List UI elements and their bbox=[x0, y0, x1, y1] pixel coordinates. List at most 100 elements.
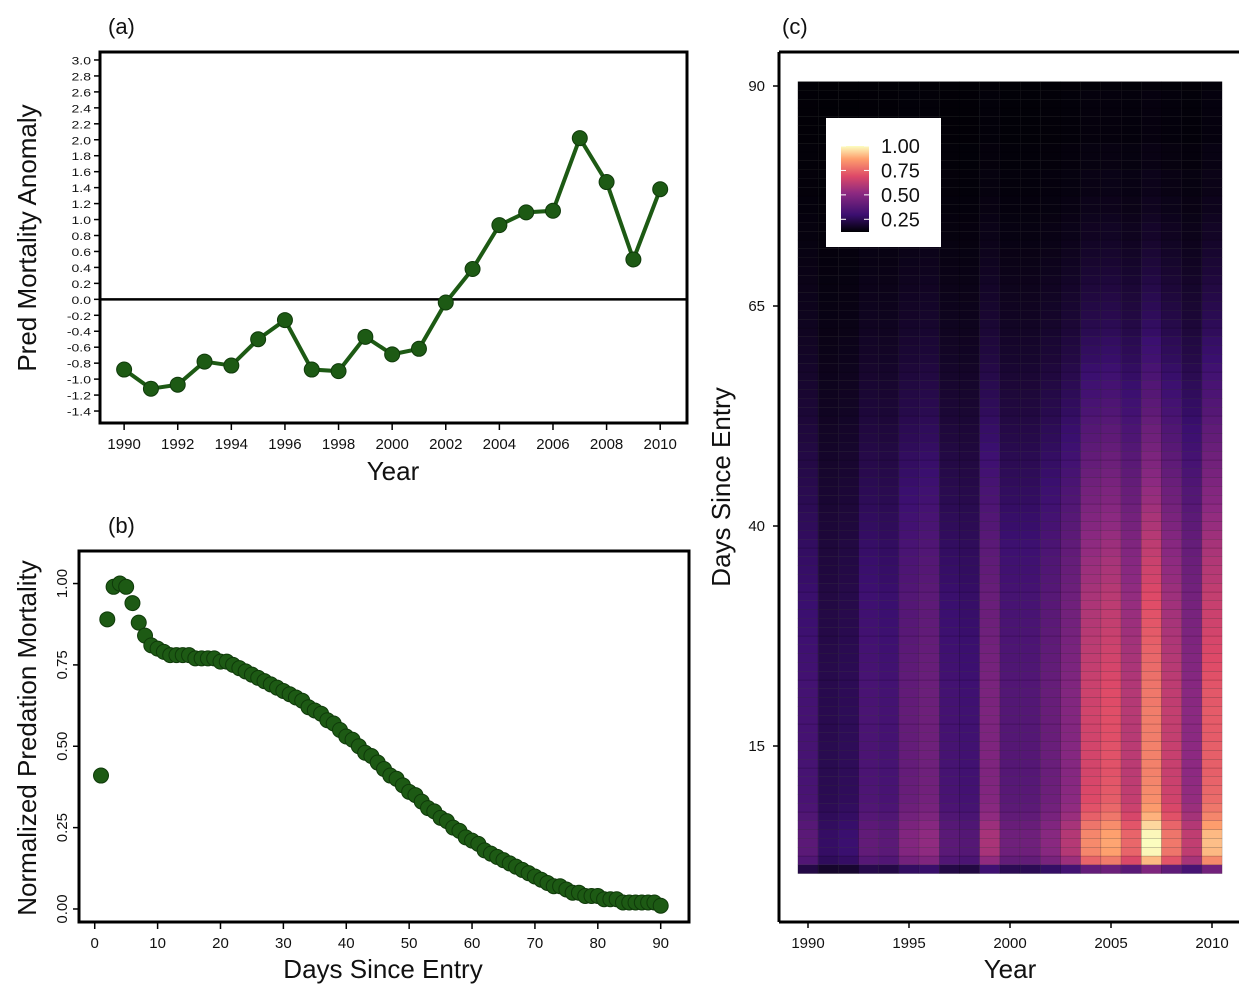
heatmap-cell bbox=[1060, 864, 1081, 874]
panel-c-ylabel: Days Since Entry bbox=[706, 387, 736, 586]
heatmap-cell bbox=[817, 433, 839, 443]
heatmap-cell bbox=[1120, 662, 1142, 672]
heatmap-cell bbox=[1080, 671, 1102, 681]
heatmap-cell bbox=[1141, 750, 1162, 760]
panel-b-ytick-label: 0.75 bbox=[54, 650, 71, 679]
heatmap-cell bbox=[898, 662, 920, 672]
heatmap-cell bbox=[858, 503, 879, 514]
heatmap-cell bbox=[1080, 741, 1102, 751]
heatmap-cell bbox=[1019, 90, 1041, 100]
heatmap-cell bbox=[959, 556, 980, 566]
heatmap-cell bbox=[939, 248, 960, 258]
heatmap-cell bbox=[858, 820, 879, 830]
heatmap-cell bbox=[858, 829, 879, 839]
heatmap-cell bbox=[817, 688, 839, 698]
heatmap-cell bbox=[1120, 266, 1142, 276]
heatmap-cell bbox=[817, 257, 839, 267]
heatmap-cell bbox=[817, 706, 839, 716]
heatmap-cell bbox=[1120, 151, 1142, 162]
heatmap-cell bbox=[1040, 319, 1061, 329]
heatmap-cell bbox=[797, 785, 819, 795]
heatmap-cell bbox=[817, 591, 839, 602]
heatmap-cell bbox=[1040, 468, 1061, 478]
heatmap-cell bbox=[979, 574, 1001, 584]
heatmap-cell bbox=[939, 380, 960, 390]
heatmap-cell bbox=[797, 195, 819, 206]
heatmap-cell bbox=[797, 750, 819, 760]
heatmap-cell bbox=[1040, 706, 1061, 716]
heatmap-cell bbox=[797, 283, 819, 294]
heatmap-cell bbox=[918, 644, 940, 654]
heatmap-cell bbox=[999, 389, 1021, 399]
heatmap-cell bbox=[817, 750, 839, 760]
heatmap-cell bbox=[959, 354, 980, 364]
heatmap-cell bbox=[1201, 327, 1223, 338]
panel-b-xtick-label: 60 bbox=[464, 935, 481, 952]
heatmap-cell bbox=[1161, 354, 1182, 364]
heatmap-cell bbox=[1141, 574, 1162, 584]
panel-c-ytick-label: 40 bbox=[748, 518, 765, 535]
heatmap-cell bbox=[1120, 186, 1142, 197]
heatmap-cell bbox=[918, 90, 940, 100]
heatmap-cell bbox=[1201, 556, 1223, 566]
heatmap-cell bbox=[817, 442, 839, 452]
heatmap-cell bbox=[939, 653, 960, 663]
heatmap-cell bbox=[1060, 556, 1081, 566]
heatmap-cell bbox=[918, 415, 940, 426]
heatmap-cell bbox=[1161, 98, 1182, 109]
heatmap-cell bbox=[1100, 186, 1122, 197]
heatmap-cell bbox=[838, 609, 859, 619]
heatmap-cell bbox=[1141, 503, 1162, 514]
heatmap-cell bbox=[797, 371, 819, 382]
heatmap-cell bbox=[878, 776, 900, 786]
heatmap-cell bbox=[817, 723, 839, 734]
heatmap-cell bbox=[1181, 195, 1203, 206]
heatmap-cell bbox=[1120, 248, 1142, 258]
heatmap-cell bbox=[1120, 433, 1142, 443]
heatmap-cell bbox=[979, 829, 1001, 839]
panel-b-point bbox=[118, 578, 135, 595]
heatmap-cell bbox=[1040, 644, 1061, 654]
heatmap-cell bbox=[1040, 679, 1061, 690]
heatmap-cell bbox=[1141, 530, 1162, 540]
heatmap-cell bbox=[1080, 864, 1102, 874]
heatmap-cell bbox=[1040, 116, 1061, 126]
heatmap-cell bbox=[1060, 415, 1081, 426]
heatmap-cell bbox=[1201, 503, 1223, 514]
heatmap-cell bbox=[797, 715, 819, 725]
panel-b-point bbox=[652, 897, 669, 914]
heatmap-cell bbox=[1161, 635, 1182, 646]
heatmap-cell bbox=[1161, 583, 1182, 593]
heatmap-cell bbox=[979, 803, 1001, 813]
heatmap-cell bbox=[878, 345, 900, 355]
heatmap-cell bbox=[1040, 653, 1061, 663]
heatmap-cell bbox=[1181, 477, 1203, 487]
heatmap-cell bbox=[858, 459, 879, 470]
heatmap-cell bbox=[1100, 398, 1122, 408]
heatmap-cell bbox=[898, 248, 920, 258]
heatmap-cell bbox=[838, 301, 859, 311]
heatmap-cell bbox=[999, 820, 1021, 830]
heatmap-cell bbox=[1120, 653, 1142, 663]
heatmap-cell bbox=[1060, 380, 1081, 390]
heatmap-cell bbox=[959, 706, 980, 716]
heatmap-cell bbox=[1161, 81, 1182, 91]
heatmap-cell bbox=[1161, 820, 1182, 830]
heatmap-cell bbox=[858, 327, 879, 338]
heatmap-cell bbox=[939, 609, 960, 619]
heatmap-cell bbox=[999, 574, 1021, 584]
heatmap-cell bbox=[918, 398, 940, 408]
heatmap-cell bbox=[959, 310, 980, 320]
heatmap-cell bbox=[1120, 644, 1142, 654]
panel-b-ytick-label: 0.50 bbox=[54, 732, 71, 761]
heatmap-cell bbox=[1060, 803, 1081, 813]
heatmap-cell bbox=[1161, 653, 1182, 663]
heatmap-cell bbox=[1040, 794, 1061, 804]
heatmap-cell bbox=[1100, 644, 1122, 654]
heatmap-cell bbox=[1019, 609, 1041, 619]
heatmap-cell bbox=[1201, 671, 1223, 681]
heatmap-cell bbox=[878, 477, 900, 487]
heatmap-cell bbox=[817, 547, 839, 558]
heatmap-cell bbox=[999, 530, 1021, 540]
heatmap-cell bbox=[1060, 486, 1081, 496]
